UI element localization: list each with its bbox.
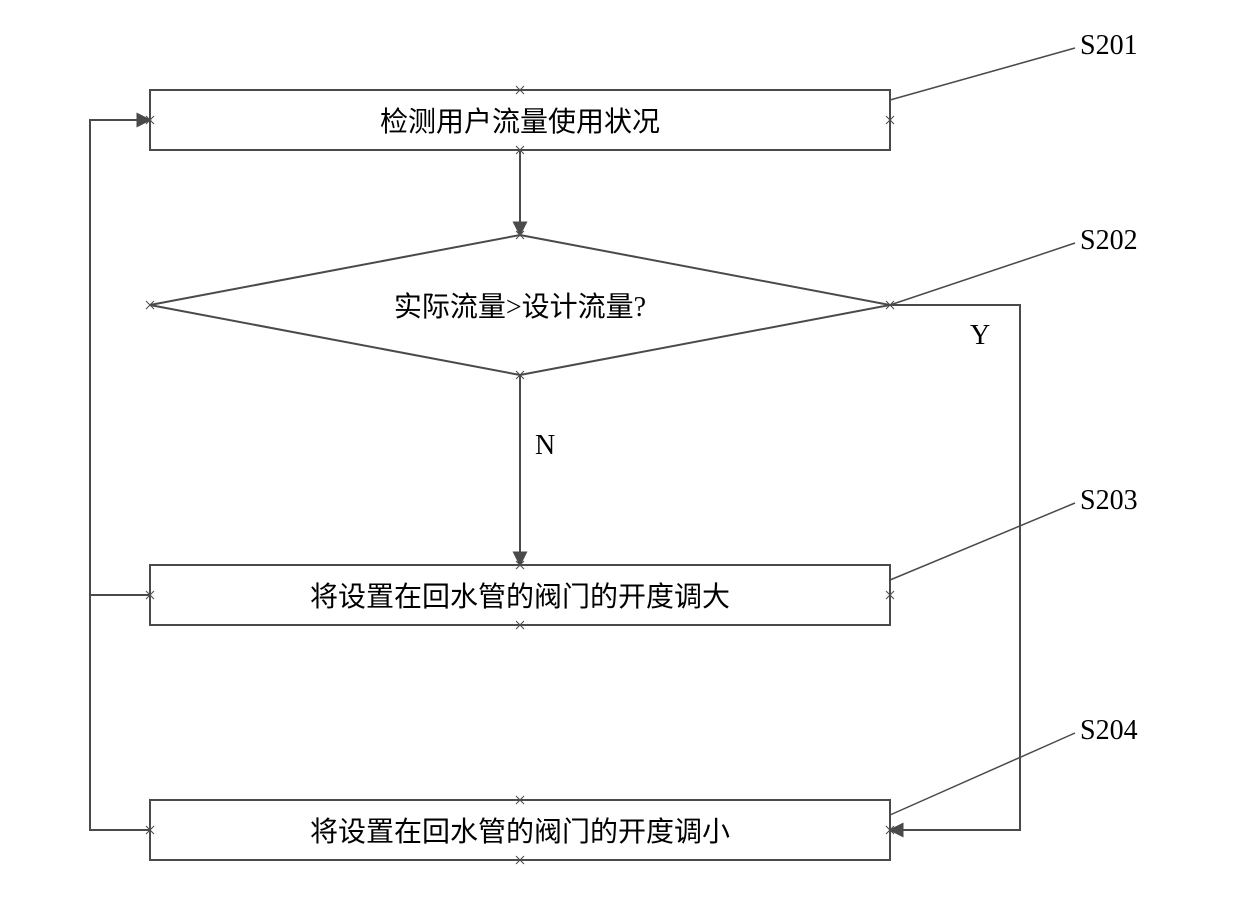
edge-s204-loop <box>90 595 150 830</box>
node-s202-text: 实际流量>设计流量? <box>280 280 760 330</box>
callout-s202 <box>890 243 1075 305</box>
step-label-s204: S204 <box>1080 715 1138 747</box>
edge-s203-s201 <box>90 120 150 595</box>
edge-label-n: N <box>535 430 555 462</box>
step-label-s203: S203 <box>1080 485 1138 517</box>
callout-s203 <box>890 503 1075 580</box>
callout-s204 <box>890 733 1075 815</box>
step-label-s201: S201 <box>1080 30 1138 62</box>
callout-s201 <box>890 48 1075 100</box>
edge-s202-s204 <box>890 305 1020 830</box>
node-s203-text: 将设置在回水管的阀门的开度调大 <box>150 565 890 625</box>
node-s201-text: 检测用户流量使用状况 <box>150 90 890 150</box>
step-label-s202: S202 <box>1080 225 1138 257</box>
node-s204-text: 将设置在回水管的阀门的开度调小 <box>150 800 890 860</box>
edge-label-y: Y <box>970 320 990 352</box>
